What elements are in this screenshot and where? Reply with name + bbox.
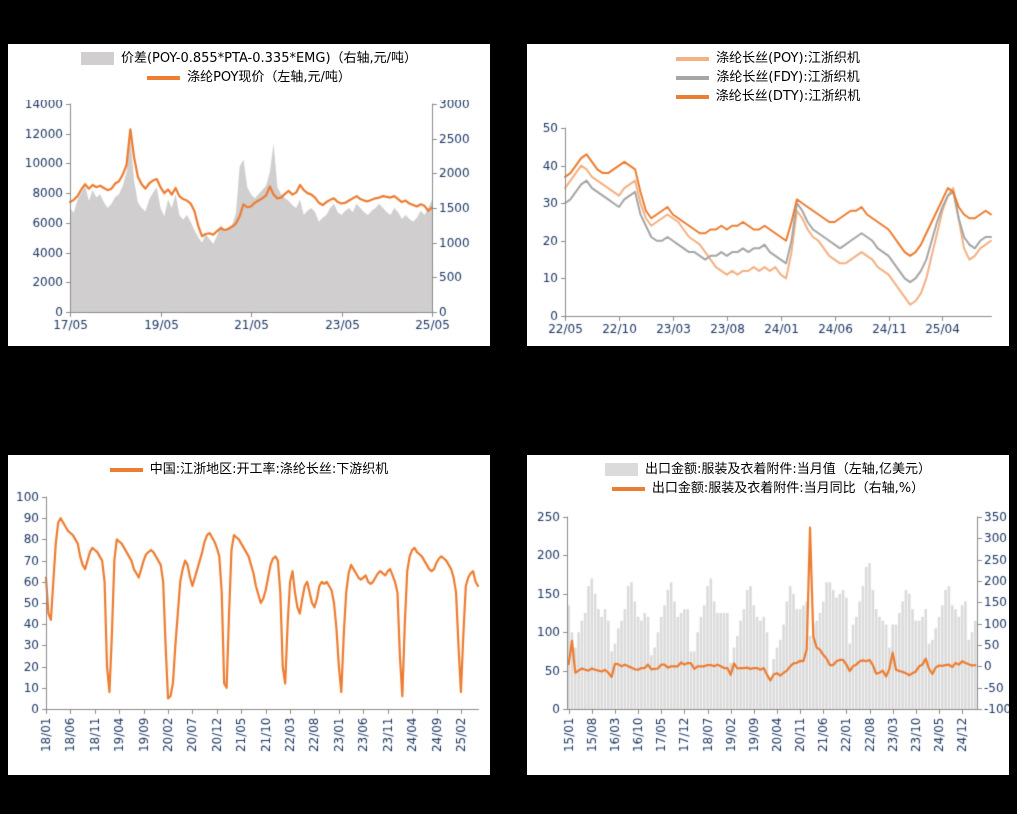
operating-rate-chart-canvas: [8, 489, 490, 775]
operating-rate-series-swatch: [109, 467, 143, 472]
chart-panel-operating-rate: 中国:江浙地区:开工率:涤纶长丝:下游织机: [8, 455, 490, 775]
legend: 价差(POY-0.855*PTA-0.335*EMG)（右轴,元/吨） 涤纶PO…: [8, 44, 490, 100]
legend-label: 出口金额:服装及衣着附件:当月值（左轴,亿美元）: [645, 462, 931, 477]
legend-label: 涤纶长丝(FDY):江浙织机: [716, 70, 860, 85]
poy-series-swatch: [676, 56, 710, 61]
legend-row: 涤纶POY现价（左轴,元/吨）: [147, 70, 351, 85]
chart-panel-apparel-exports: 出口金额:服装及衣着附件:当月值（左轴,亿美元） 出口金额:服装及衣着附件:当月…: [527, 455, 1009, 775]
apparel-exports-chart-canvas: [527, 511, 1009, 775]
legend-row: 涤纶长丝(DTY):江浙织机: [675, 89, 861, 104]
legend-row: 出口金额:服装及衣着附件:当月值（左轴,亿美元）: [605, 462, 931, 477]
legend-label: 中国:江浙地区:开工率:涤纶长丝:下游织机: [149, 462, 389, 477]
dty-series-swatch: [675, 94, 709, 99]
legend: 出口金额:服装及衣着附件:当月值（左轴,亿美元） 出口金额:服装及衣着附件:当月…: [527, 455, 1009, 511]
fdy-series-swatch: [676, 75, 710, 80]
filament-loom-chart-canvas: [527, 120, 1009, 346]
legend-row: 中国:江浙地区:开工率:涤纶长丝:下游织机: [109, 462, 389, 477]
export-value-series-swatch: [605, 463, 639, 476]
legend-label: 涤纶POY现价（左轴,元/吨）: [187, 70, 351, 85]
legend-label: 涤纶长丝(DTY):江浙织机: [715, 89, 861, 104]
export-yoy-series-swatch: [611, 486, 645, 491]
chart-panel-poy-price-spread: 价差(POY-0.855*PTA-0.335*EMG)（右轴,元/吨） 涤纶PO…: [8, 44, 490, 346]
legend-row: 涤纶长丝(FDY):江浙织机: [676, 70, 860, 85]
legend-row: 价差(POY-0.855*PTA-0.335*EMG)（右轴,元/吨）: [80, 51, 418, 66]
legend-label: 涤纶长丝(POY):江浙织机: [716, 51, 860, 66]
legend-label: 出口金额:服装及衣着附件:当月同比（右轴,%）: [651, 481, 925, 496]
chart-panel-filament-loom: 涤纶长丝(POY):江浙织机 涤纶长丝(FDY):江浙织机 涤纶长丝(DTY):…: [527, 44, 1009, 346]
spread-series-swatch: [80, 52, 114, 65]
legend-label: 价差(POY-0.855*PTA-0.335*EMG)（右轴,元/吨）: [120, 51, 418, 66]
legend: 中国:江浙地区:开工率:涤纶长丝:下游织机: [8, 455, 490, 489]
legend-row: 出口金额:服装及衣着附件:当月同比（右轴,%）: [611, 481, 925, 496]
poy-price-spread-chart-canvas: [8, 100, 490, 346]
poy-price-series-swatch: [147, 75, 181, 80]
legend-row: 涤纶长丝(POY):江浙织机: [676, 51, 860, 66]
legend: 涤纶长丝(POY):江浙织机 涤纶长丝(FDY):江浙织机 涤纶长丝(DTY):…: [527, 44, 1009, 120]
